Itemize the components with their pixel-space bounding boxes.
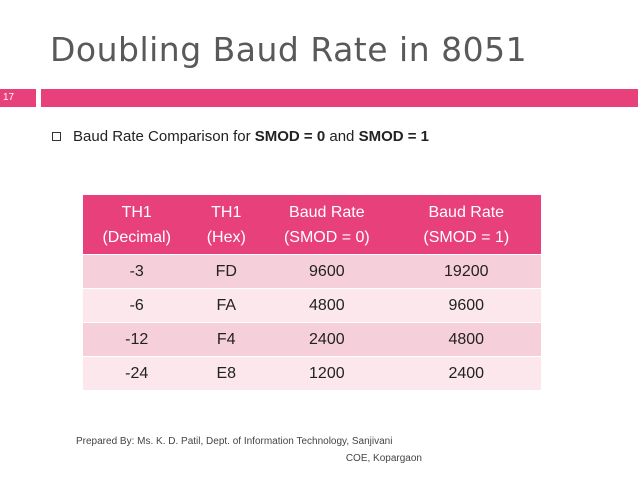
table-cell: 19200 [391,254,541,289]
table-cell: 2400 [262,322,392,357]
table-row: -6 FA 4800 9600 [83,288,541,323]
footer-line2: COE, Kopargaon [345,453,422,464]
accent-bar [41,89,638,107]
header-line1: TH1 [211,203,242,221]
table-cell: FD [190,254,263,289]
table-cell: 9600 [262,254,392,289]
bullet-smod0: SMOD = 0 [254,128,326,145]
table-cell: 1200 [262,356,392,390]
bullet-prefix: Baud Rate Comparison for [73,128,255,145]
header-th1-decimal: TH1 (Decimal) [83,195,191,255]
header-line1: Baud Rate [428,203,505,221]
table-cell: -12 [83,322,191,357]
table-cell: 4800 [262,288,392,323]
header-line2: (SMOD = 0) [283,228,370,246]
footer-line1: Prepared By: Ms. K. D. Patil, Dept. of I… [76,436,393,447]
header-line1: TH1 [121,203,152,221]
table-cell: 4800 [391,322,541,357]
table-cell: 9600 [391,288,541,323]
table-cell: -24 [83,356,191,390]
header-baud-smod1: Baud Rate (SMOD = 1) [391,195,541,255]
footer-credit: Prepared By: Ms. K. D. Patil, Dept. of I… [76,433,422,467]
bullet-smod1: SMOD = 1 [358,128,430,145]
baud-rate-table: TH1 (Decimal) TH1 (Hex) Baud Rate (SMOD = 0… [83,195,541,390]
header-line2: (Hex) [206,228,246,246]
bullet-item: Baud Rate Comparison for SMOD = 0 and SM… [52,128,429,145]
table-row: -3 FD 9600 19200 [83,254,541,289]
table-header-row: TH1 (Decimal) TH1 (Hex) Baud Rate (SMOD = 0… [83,195,541,255]
table-cell: -3 [83,254,191,289]
header-line1: Baud Rate [289,203,365,221]
table-cell: F4 [190,322,263,357]
header-line2: (SMOD = 1) [423,228,510,246]
table-row: -24 E8 1200 2400 [83,356,541,390]
square-bullet-icon [52,132,61,141]
table-cell: -6 [83,288,191,323]
table-cell: 2400 [391,356,541,390]
bullet-middle: and [325,128,359,145]
slide-number: 17 [0,89,36,107]
table-cell: FA [190,288,263,323]
slide-title: Doubling Baud Rate in 8051 [50,30,528,69]
table-cell: E8 [190,356,263,390]
header-line2: (Decimal) [102,228,171,246]
bullet-text: Baud Rate Comparison for SMOD = 0 and SM… [73,128,429,145]
table-row: -12 F4 2400 4800 [83,322,541,357]
header-baud-smod0: Baud Rate (SMOD = 0) [262,195,392,255]
header-th1-hex: TH1 (Hex) [190,195,263,255]
